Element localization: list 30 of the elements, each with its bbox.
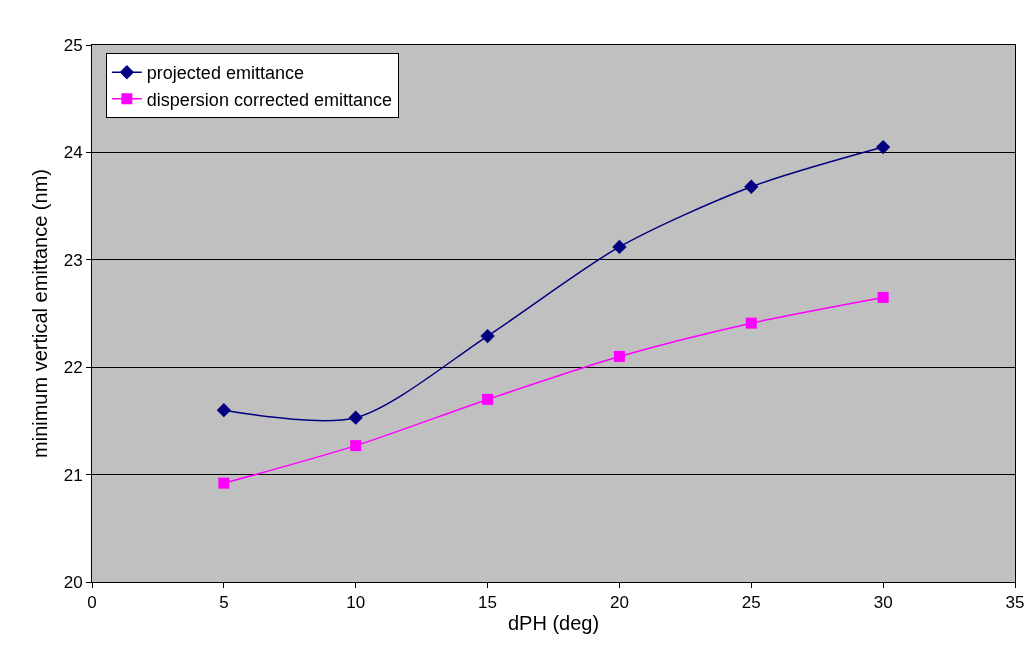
point	[216, 403, 232, 418]
point	[480, 328, 495, 344]
y-axis-title: minimum vertical emittance (nm)	[29, 169, 52, 458]
x-tick-label: 5	[219, 593, 229, 613]
y-tick-label: 21	[63, 465, 83, 485]
point	[348, 410, 363, 425]
y-tick-label: 24	[63, 143, 83, 163]
x-tick-label: 25	[741, 593, 761, 613]
point	[218, 477, 230, 489]
y-tick-label: 22	[63, 358, 83, 378]
x-tick-label: 10	[346, 593, 366, 613]
point	[875, 139, 891, 155]
x-tick-label: 0	[87, 593, 97, 613]
y-tick-label: 20	[63, 572, 83, 592]
point	[613, 350, 625, 362]
x-axis-title: dPH (deg)	[507, 611, 600, 634]
point	[744, 179, 759, 194]
x-tick-label: 15	[478, 593, 498, 613]
x-tick-label: 30	[873, 593, 893, 613]
y-tick-label: 25	[63, 35, 83, 55]
point	[612, 239, 627, 255]
point	[745, 317, 757, 329]
point	[877, 291, 889, 303]
point	[350, 440, 362, 452]
legend-label: projected emittance	[146, 63, 304, 84]
x-tick-label: 35	[1005, 593, 1025, 613]
y-tick-label: 23	[63, 250, 83, 270]
legend-label: dispersion corrected emittance	[146, 89, 392, 110]
point	[482, 393, 494, 405]
x-tick-label: 20	[609, 593, 629, 613]
